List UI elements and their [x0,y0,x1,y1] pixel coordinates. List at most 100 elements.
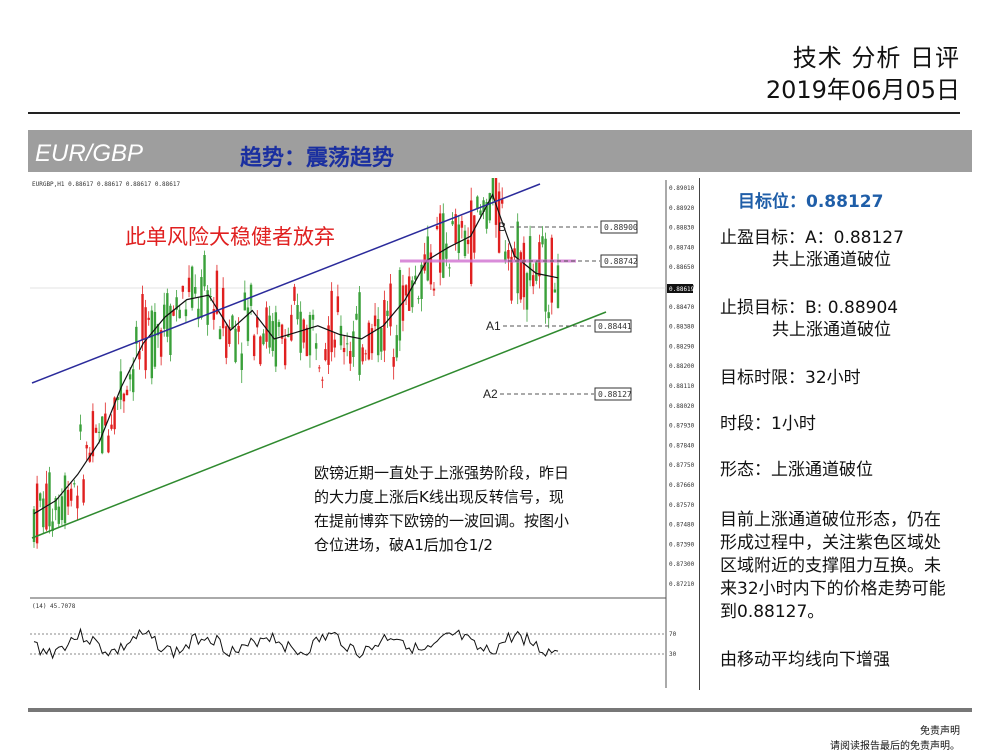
candle-body [466,239,470,245]
candle-body [355,313,358,320]
candle-body [107,435,110,453]
candle-body [290,314,293,341]
candle-body [352,331,355,358]
level-B-label: B [498,220,506,234]
level-resistance: 0.88742 [508,254,638,268]
level-A2: A2 0.88127 [483,387,632,401]
candle-body [259,336,262,365]
candle-body [91,411,95,457]
candle-body [122,393,126,402]
candle-body [476,196,479,209]
candle-body [395,335,398,358]
candle-body [463,230,467,256]
candle-body [32,509,36,543]
take-profit: 止盈目标：A：0.88127 [720,228,904,248]
oscillator-line [33,627,559,660]
candle-body [308,314,312,356]
price-axis: 0.890100.889200.888300.887400.886500.885… [669,185,695,588]
header-divider [28,112,960,114]
title-band [28,130,972,172]
price-tick: 0.88290 [669,343,695,350]
candle-body [321,379,324,381]
candle-body [181,285,185,292]
candle-body [63,475,67,524]
candle-body [159,330,163,357]
candle-body [420,264,423,299]
candle-body [364,353,367,355]
candle-body [57,506,61,524]
candle-body [457,224,460,254]
candle-body [358,292,361,375]
candle-body [311,314,315,320]
candle-body [510,256,513,301]
chart-header-text: EURGBP,H1 0.88617 0.88617 0.88617 0.8861… [32,181,180,188]
candle-body [488,193,491,221]
ma-note: 由移动平均线向下增强 [720,650,890,670]
candle-body [296,304,299,320]
candle-body [119,371,123,400]
candle-body [243,292,247,311]
candle-body [76,495,79,509]
price-tick: 0.87480 [669,522,695,529]
candle-body [51,521,54,531]
candle-body [48,472,51,527]
current-price-tag: 0.88619 [669,286,695,293]
description-5: 到0.88127。 [720,602,825,622]
candle-body [82,479,85,503]
comment-line-1: 欧镑近期一直处于上涨强势阶段，昨日 [314,464,569,482]
candle-body [280,324,284,339]
price-tick: 0.88110 [669,383,695,390]
price-tick: 0.87300 [669,561,695,568]
candle-body [370,328,374,354]
candle-body [163,304,166,329]
candle-body [265,307,268,342]
candle-body [330,290,333,353]
moving-average-line [33,193,559,515]
candle-body [113,397,116,430]
candle-body [132,369,135,393]
price-tick: 0.88470 [669,304,695,311]
price-tick: 0.87660 [669,482,695,489]
candle-body [448,267,451,269]
candle-body [318,367,321,369]
price-tick: 0.87390 [669,541,695,548]
candle-body [268,315,271,348]
candle-body [60,496,64,521]
stop-loss-note: 共上涨通道破位 [772,320,891,340]
channel-upper-line [31,183,541,384]
level-A1-value: 0.88441 [598,322,632,331]
candle-body [429,252,433,285]
candle-body [73,483,76,485]
candle-body [516,221,519,294]
candle-body [256,317,259,328]
candle-body [324,349,327,361]
candle-body [35,483,39,544]
level-A2-label: A2 [483,387,498,401]
candle-body [411,280,414,308]
candle-body [333,339,336,348]
report-date: 2019年06月05日 [765,76,960,104]
time-limit: 目标时限：32小时 [720,368,861,388]
comment-line-4: 仓位进场，破A1后加仓1/2 [314,536,493,554]
level-B: B 0.88900 [498,220,638,234]
candle-body [417,298,420,300]
candle-body [531,275,535,287]
candle-body [451,221,454,225]
candle-body [54,498,57,511]
candle-body [187,277,191,293]
candle-body [184,309,188,317]
candle-body [445,243,448,259]
candle-body [485,202,488,229]
candle-body [432,288,436,291]
candle-body [293,286,296,301]
candle-body [507,249,510,259]
candle-body [513,248,516,258]
candle-body [70,488,73,501]
candle-body [175,297,178,310]
candle-body [535,261,538,281]
price-chart: EURGBP,H1 0.88617 0.88617 0.88617 0.8861… [28,178,696,690]
candle-body [283,338,287,366]
candle-body [479,210,482,215]
candle-body [218,329,222,340]
candle-body [215,270,219,314]
